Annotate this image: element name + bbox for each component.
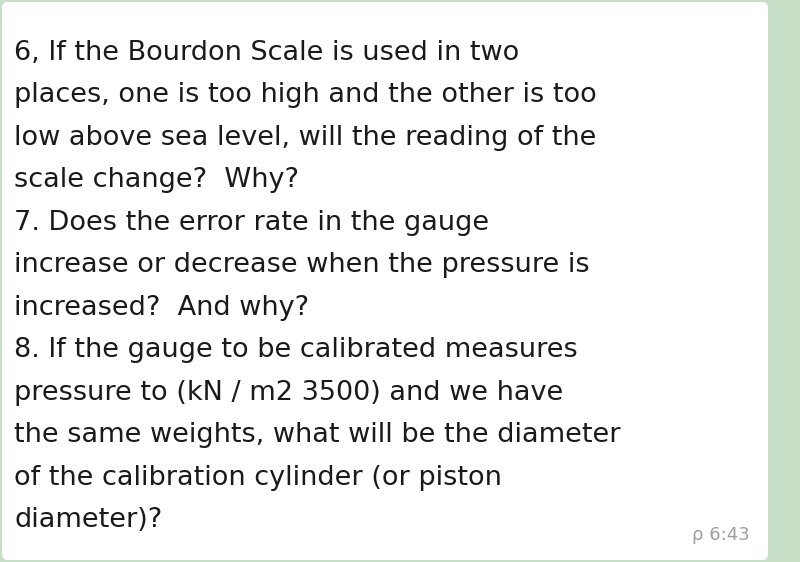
Text: increased?  And why?: increased? And why? [14, 294, 309, 321]
Text: 8. If the gauge to be calibrated measures: 8. If the gauge to be calibrated measure… [14, 337, 578, 363]
Text: pressure to (kN / m2 3500) and we have: pressure to (kN / m2 3500) and we have [14, 380, 563, 406]
Text: increase or decrease when the pressure is: increase or decrease when the pressure i… [14, 252, 590, 278]
Text: low above sea level, will the reading of the: low above sea level, will the reading of… [14, 125, 596, 151]
Text: the same weights, what will be the diameter: the same weights, what will be the diame… [14, 422, 621, 448]
Text: 6, If the Bourdon Scale is used in two: 6, If the Bourdon Scale is used in two [14, 40, 519, 66]
Text: of the calibration cylinder (or piston: of the calibration cylinder (or piston [14, 465, 502, 491]
Text: scale change?  Why?: scale change? Why? [14, 167, 299, 193]
FancyBboxPatch shape [2, 2, 768, 560]
Text: ρ 6:43: ρ 6:43 [692, 526, 750, 544]
Text: places, one is too high and the other is too: places, one is too high and the other is… [14, 82, 597, 108]
Text: diameter)?: diameter)? [14, 507, 162, 533]
Text: 7. Does the error rate in the gauge: 7. Does the error rate in the gauge [14, 210, 489, 235]
